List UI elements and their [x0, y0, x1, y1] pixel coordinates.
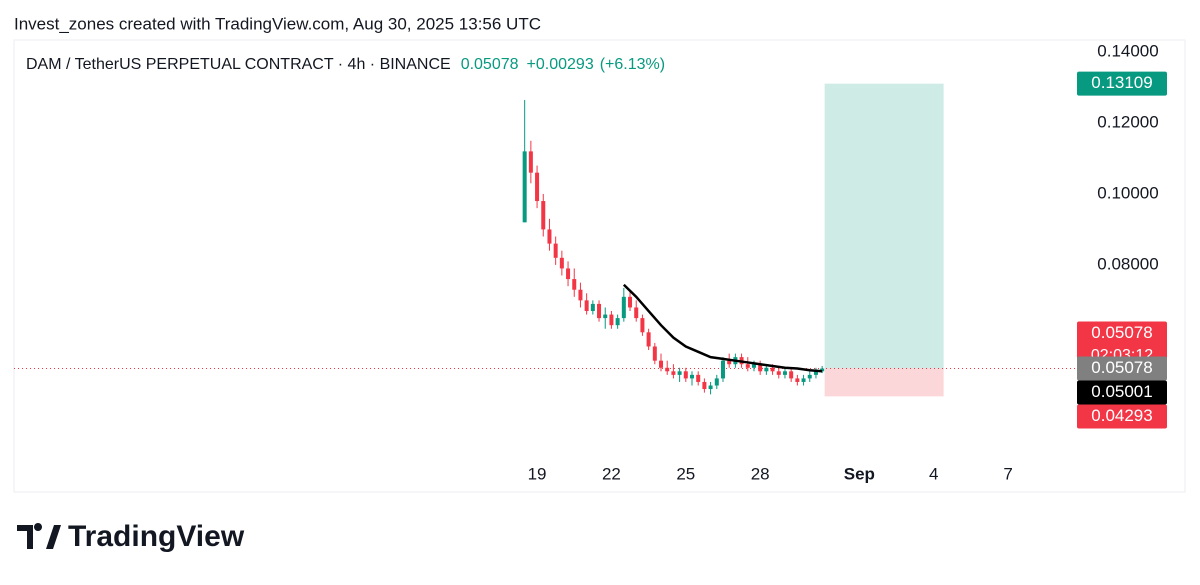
x-tick-label: 4	[929, 464, 938, 483]
candle-body	[615, 318, 620, 326]
candle-body	[640, 318, 645, 333]
x-tick-label: 22	[602, 464, 621, 483]
candle-body	[782, 371, 787, 375]
candle-body	[727, 360, 732, 365]
candle-body	[553, 243, 558, 258]
x-tick-label: 25	[676, 464, 695, 483]
candle-body	[720, 360, 725, 379]
candle-body	[770, 367, 775, 372]
candle-body	[689, 374, 694, 379]
price-tag-bg	[1077, 356, 1167, 381]
candle-body	[628, 296, 633, 308]
x-tick-label: 7	[1003, 464, 1012, 483]
y-tick-label: 0.12000	[1097, 112, 1158, 131]
candle-body	[634, 307, 639, 319]
candle-body	[813, 371, 818, 375]
candle-body	[789, 371, 794, 379]
change-pct: (+6.13%)	[600, 56, 665, 73]
loss-zone	[824, 368, 944, 397]
price-tag: 0.13109	[1091, 73, 1152, 92]
candle-body	[702, 381, 707, 390]
candle-body	[745, 364, 750, 368]
candle-body	[603, 314, 608, 319]
candle-body	[751, 364, 756, 368]
x-tick-label: 28	[751, 464, 770, 483]
price-tag-bg	[1077, 71, 1167, 96]
candle-body	[621, 296, 626, 319]
candle-body	[801, 378, 806, 382]
candle-body	[677, 371, 682, 375]
chart-panel	[13, 39, 1186, 493]
price-tag-bg	[1077, 380, 1167, 405]
candle-body	[795, 378, 800, 382]
candle-body	[535, 172, 540, 202]
candle-body	[696, 374, 701, 382]
candle-body	[671, 371, 676, 375]
candle-body	[807, 374, 812, 379]
candle-body	[708, 385, 713, 390]
logo: TradingView	[17, 520, 245, 553]
y-tick-label: 0.14000	[1097, 42, 1158, 61]
price-tag: 0.05001	[1091, 382, 1152, 401]
price-tag: 0.05078	[1091, 358, 1152, 377]
logo-icon	[17, 522, 61, 549]
candle-body	[566, 268, 571, 280]
last-price-tag: 0.05078	[1091, 323, 1152, 342]
candle-body	[609, 314, 614, 326]
candle-body	[597, 303, 602, 319]
candle-body	[652, 346, 657, 361]
candle-body	[590, 303, 595, 312]
profit-zone	[824, 83, 944, 369]
moving-average	[622, 283, 823, 373]
candle-body	[572, 279, 577, 290]
y-tick-label: 0.08000	[1097, 254, 1158, 273]
candle-body	[758, 364, 763, 372]
candle-body	[541, 201, 546, 230]
candle-body	[584, 300, 589, 312]
symbol-name: DAM / TetherUS PERPETUAL CONTRACT · 4h ·…	[26, 56, 451, 73]
price-tag: 0.04293	[1091, 406, 1152, 425]
x-tick-label: 19	[528, 464, 547, 483]
x-tick-label: Sep	[844, 464, 875, 483]
candle-body	[547, 229, 552, 244]
last-price-tag-bg	[1077, 321, 1167, 368]
candle-body	[528, 151, 533, 173]
candle-body	[683, 371, 688, 379]
price: 0.05078	[461, 56, 519, 73]
candle-body	[764, 367, 769, 372]
candle-body	[820, 368, 825, 372]
candle-body	[646, 332, 651, 347]
credit: Invest_zones created with TradingView.co…	[14, 14, 541, 33]
candle-body	[522, 151, 527, 223]
candle-body	[578, 289, 583, 301]
y-tick-label: 0.10000	[1097, 183, 1158, 202]
symbol: DAM / TetherUS PERPETUAL CONTRACT · 4h ·…	[26, 56, 665, 73]
candle-body	[659, 360, 664, 368]
price-tag-bg	[1077, 404, 1167, 429]
candle-body	[776, 371, 781, 375]
logo-text: TradingView	[68, 520, 245, 553]
candle-body	[714, 378, 719, 386]
candle-body	[665, 367, 670, 372]
change: +0.00293	[527, 56, 594, 73]
candle-body	[559, 257, 564, 269]
